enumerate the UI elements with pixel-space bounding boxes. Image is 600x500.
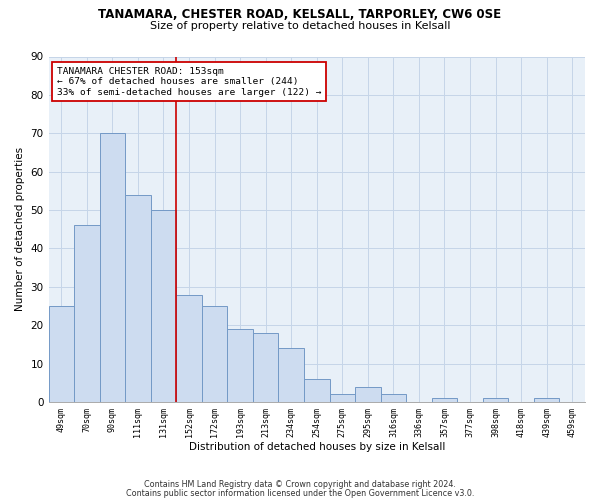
Text: TANAMARA, CHESTER ROAD, KELSALL, TARPORLEY, CW6 0SE: TANAMARA, CHESTER ROAD, KELSALL, TARPORL… — [98, 8, 502, 20]
Bar — [253, 333, 278, 402]
Y-axis label: Number of detached properties: Number of detached properties — [15, 147, 25, 312]
Text: Contains HM Land Registry data © Crown copyright and database right 2024.: Contains HM Land Registry data © Crown c… — [144, 480, 456, 489]
Bar — [278, 348, 304, 402]
Bar — [304, 379, 329, 402]
Text: TANAMARA CHESTER ROAD: 153sqm
← 67% of detached houses are smaller (244)
33% of : TANAMARA CHESTER ROAD: 153sqm ← 67% of d… — [56, 67, 321, 96]
Bar — [74, 226, 100, 402]
Bar — [227, 329, 253, 402]
Bar — [329, 394, 355, 402]
Bar — [176, 294, 202, 402]
Bar — [100, 134, 125, 402]
Bar — [432, 398, 457, 402]
Bar — [49, 306, 74, 402]
Bar — [202, 306, 227, 402]
Bar — [380, 394, 406, 402]
Bar — [151, 210, 176, 402]
Bar — [355, 386, 380, 402]
Bar — [125, 194, 151, 402]
Text: Size of property relative to detached houses in Kelsall: Size of property relative to detached ho… — [150, 21, 450, 31]
Bar — [534, 398, 559, 402]
Bar — [483, 398, 508, 402]
Text: Contains public sector information licensed under the Open Government Licence v3: Contains public sector information licen… — [126, 489, 474, 498]
X-axis label: Distribution of detached houses by size in Kelsall: Distribution of detached houses by size … — [188, 442, 445, 452]
